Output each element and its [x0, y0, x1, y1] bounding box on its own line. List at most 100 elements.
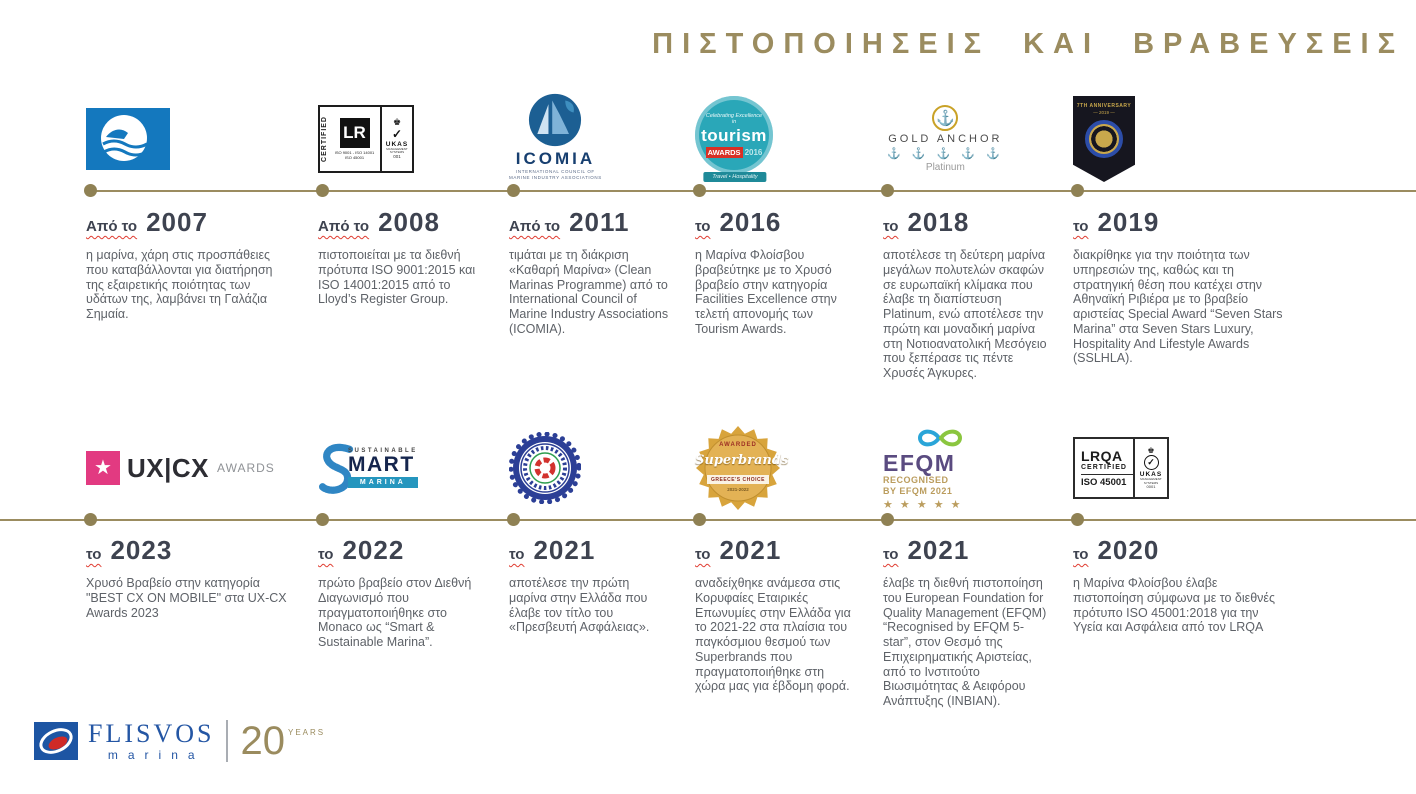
year-number: 2021 — [719, 535, 782, 565]
timeline-dot — [84, 513, 97, 526]
year-prefix: το — [1073, 218, 1089, 235]
timeline-item-2016: Celebrating Excellence in tourism AWARDS… — [693, 95, 883, 381]
timeline-item-2019: 7TH ANNIVERSARY — 2019 — το 2019 διακρίθ… — [1071, 95, 1309, 381]
year-prefix: το — [86, 546, 102, 563]
timeline-dot — [693, 184, 706, 197]
ukas-sub-label: MANAGEMENT SYSTEMS — [1140, 477, 1162, 485]
ukas-sub-label: MANAGEMENT SYSTEMS — [386, 146, 408, 155]
ukas-number: 0001 — [1146, 484, 1156, 490]
item-description: διακρίθηκε για την ποιότητα των υπηρεσιώ… — [1073, 248, 1283, 366]
item-description: η Μαρίνα Φλοίσβου βραβεύτηκε με το Χρυσό… — [695, 248, 837, 336]
ukas-check-icon: ✓ — [1143, 455, 1159, 471]
year-prefix: το — [695, 546, 711, 563]
sustainable-label: SUSTAINABLE — [348, 448, 418, 455]
item-description: πιστοποιείται με τα διεθνή πρότυπα ISO 9… — [318, 248, 476, 307]
ukas-number: 001 — [393, 154, 401, 160]
gold-anchor-tier: Platinum — [925, 162, 965, 173]
twenty-years-number: 20 — [240, 719, 285, 763]
timeline-dot — [316, 513, 329, 526]
ukas-label: UKAS — [1139, 471, 1163, 479]
ukas-crown-icon: ♚ — [1147, 445, 1155, 455]
icomia-title: ICOMIA — [515, 148, 596, 168]
year-heading: το 2018 — [883, 207, 1047, 238]
lrqa-iso-label: ISO 45001 — [1081, 474, 1133, 488]
year-number: 2011 — [569, 207, 630, 237]
lrqa-title: LRQA — [1081, 448, 1123, 464]
star-icon: ★ — [94, 457, 112, 479]
timeline-item-2018: ⚓ GOLD ANCHOR ⚓ ⚓ ⚓ ⚓ ⚓ Platinum το 2018… — [881, 95, 1073, 381]
uxcx-title: UX|CX — [127, 452, 210, 483]
gold-starburst-icon — [696, 426, 780, 510]
superbrands-awarded-label: AWARDED — [719, 442, 757, 448]
marina-label: MARINA — [348, 476, 418, 488]
mart-label: MART — [348, 453, 415, 477]
year-prefix: Από το — [318, 218, 370, 235]
uxcx-awards-label: AWARDS — [217, 461, 275, 475]
life-ring-badge-icon — [509, 432, 581, 504]
tourism-arc-text: Celebrating Excellence in — [705, 112, 763, 125]
year-number: 2021 — [907, 535, 970, 565]
efqm-year-label: BY EFQM 2021 — [883, 486, 953, 497]
flisvos-emblem-icon — [34, 722, 78, 760]
year-number: 2022 — [342, 535, 405, 565]
seven-stars-anniversary-badge: 7TH ANNIVERSARY — 2019 — — [1073, 95, 1283, 183]
year-heading: το 2021 — [883, 535, 1047, 566]
uxcx-awards-logo: ★ UX|CX AWARDS — [86, 423, 292, 513]
timeline-dot — [507, 184, 520, 197]
smart-marina-logo: SUSTAINABLE MART MARINA — [318, 423, 483, 513]
item-description: έλαβε τη διεθνή πιστοποίηση του European… — [883, 576, 1047, 708]
year-prefix: το — [318, 546, 334, 563]
blue-flag-logo — [86, 95, 292, 183]
timeline-row2 — [0, 519, 1416, 521]
year-prefix: το — [1073, 546, 1089, 563]
efqm-title: EFQM — [883, 449, 956, 476]
timeline-dot — [881, 513, 894, 526]
icomia-subtitle-1: INTERNATIONAL COUNCIL OF — [516, 168, 595, 174]
item-description: η Μαρίνα Φλοίσβου έλαβε πιστοποίηση σύμφ… — [1073, 576, 1276, 635]
timeline-item-2008: CERTIFIED LR ISO 9001 - ISO 14001 ISO 45… — [316, 95, 509, 381]
year-heading: το 2021 — [509, 535, 669, 566]
year-prefix: το — [695, 218, 711, 235]
efqm-logo: EFQM RECOGNISED BY EFQM 2021 ★ ★ ★ ★ ★ — [883, 423, 1047, 513]
gold-anchor-icon: ⚓ — [932, 105, 959, 131]
item-description: αναδείχθηκε ανάμεσα στις Κορυφαίες Εταιρ… — [695, 576, 851, 694]
efqm-recognised-label: RECOGNISED — [883, 474, 949, 485]
timeline-dot — [1071, 513, 1084, 526]
timeline-item-2020: LRQA CERTIFIED ISO 45001 ♚ ✓ UKAS MANAGE… — [1071, 423, 1309, 709]
timeline-dot — [84, 184, 97, 197]
lrqa-logo: LRQA CERTIFIED ISO 45001 ♚ ✓ UKAS MANAGE… — [1073, 423, 1283, 513]
icomia-sail-icon — [529, 93, 582, 146]
year-heading: Από το 2011 — [509, 207, 669, 238]
lloyds-certified-label: CERTIFIED — [321, 116, 328, 162]
item-description: τιμάται με τη διάκριση «Καθαρή Μαρίνα» (… — [509, 248, 669, 336]
page-title: ΠΙΣΤΟΠΟΙΗΣΕΙΣ ΚΑΙ ΒΡΑΒΕΥΣΕΙΣ — [652, 28, 1404, 60]
superbrands-title: Superbrands — [695, 453, 789, 468]
icomia-subtitle-2: MARINE INDUSTRY ASSOCIATIONS — [509, 175, 602, 180]
item-description: αποτέλεσε την πρώτη μαρίνα στην Ελλάδα π… — [509, 576, 650, 635]
anniversary-emblem-icon — [1085, 120, 1123, 158]
year-heading: το 2016 — [695, 207, 857, 238]
gold-anchor-title: GOLD ANCHOR — [888, 133, 1003, 145]
year-number: 2008 — [378, 207, 440, 237]
year-number: 2018 — [907, 207, 970, 237]
marina-wordmark: marina — [107, 747, 205, 762]
year-heading: το 2021 — [695, 535, 857, 566]
year-number: 2020 — [1097, 535, 1160, 565]
timeline-item-2021-superbrands: AWARDED Superbrands GREECE'S CHOICE 2021… — [693, 423, 883, 709]
timeline-item-2023: ★ UX|CX AWARDS το 2023 Χρυσό Βραβείο στη… — [84, 423, 318, 709]
superbrands-logo: AWARDED Superbrands GREECE'S CHOICE 2021… — [695, 423, 857, 513]
year-prefix: Από το — [509, 218, 561, 235]
ukas-label: UKAS — [385, 140, 409, 148]
year-number: 2023 — [110, 535, 173, 565]
year-heading: Από το 2007 — [86, 207, 292, 238]
lloyds-iso-line2: ISO 45001 — [344, 155, 365, 160]
lloyds-iso-line1: ISO 9001 - ISO 14001 — [334, 149, 375, 155]
blue-flag-icon — [86, 108, 170, 170]
year-prefix: το — [509, 546, 525, 563]
flisvos-marina-logo: FLISVOS marina 20 YEARS — [34, 720, 325, 762]
timeline-item-2007: Από το 2007 η μαρίνα, χάρη στις προσπάθε… — [84, 95, 318, 381]
twenty-years-label: YEARS — [287, 728, 326, 737]
timeline-dot — [507, 513, 520, 526]
timeline-dot — [1071, 184, 1084, 197]
year-prefix: Από το — [86, 218, 138, 235]
